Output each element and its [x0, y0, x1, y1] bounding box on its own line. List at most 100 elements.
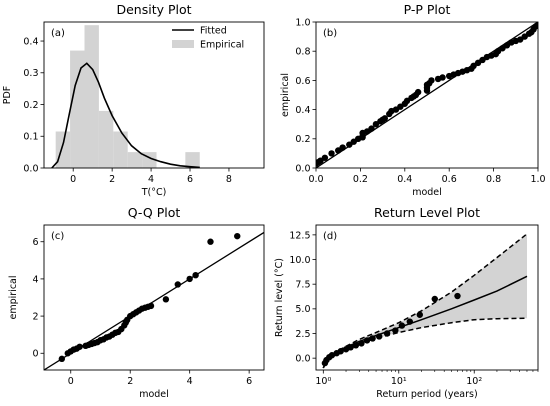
x-tick-label: 0.4 [397, 174, 412, 185]
x-tick-label: 0 [68, 376, 74, 387]
data-point [147, 302, 155, 310]
y-tick-label: 0.3 [23, 68, 38, 79]
data-point [454, 292, 461, 300]
axes-frame [43, 21, 265, 169]
x-tick-label: 10⁰ [315, 376, 331, 387]
y-axis-label: Return level (°C) [274, 258, 285, 337]
y-tick-label: 0.0 [295, 163, 310, 174]
axes-frame [315, 21, 539, 169]
x-tick-label: 0.0 [308, 174, 323, 185]
data-point [416, 311, 424, 318]
data-point [58, 355, 66, 363]
data-point [439, 74, 446, 81]
y-tick-label: 0.0 [23, 163, 38, 174]
x-axis-label: T(°C) [141, 187, 167, 198]
legend: Fitted Empirical [172, 26, 244, 51]
x-tick-label: 10² [466, 376, 482, 387]
histogram-bar [98, 110, 114, 168]
x-tick-label: 0.8 [486, 174, 501, 185]
x-tick-label: 2 [109, 174, 115, 185]
plot-area [44, 231, 264, 370]
x-tick-label: 10¹ [391, 376, 407, 387]
data-point [383, 330, 391, 337]
ci-upper-line [322, 233, 528, 369]
fitted-density-line [51, 62, 200, 168]
y-tick-label: 2 [32, 311, 38, 322]
data-point [337, 348, 344, 355]
x-axis-label: model [139, 389, 169, 400]
panel-d: 10⁰ 10¹ 10² 0.0 2.5 5.0 7.5 10.0 12.5 Return Leve… [274, 205, 539, 400]
data-point [234, 232, 241, 240]
data-point [428, 77, 435, 84]
plot-area [321, 233, 528, 369]
data-point [162, 296, 170, 303]
y-tick-label: 0.4 [295, 105, 310, 116]
y-tick-label: 0.0 [295, 354, 310, 365]
data-point [339, 144, 346, 151]
y-tick-label: 0.2 [295, 134, 310, 145]
data-point [76, 343, 83, 350]
plot-area [51, 25, 200, 168]
data-point [369, 335, 376, 342]
data-point [328, 150, 335, 157]
axes-frame [43, 224, 265, 371]
y-tick-label: 7.5 [295, 280, 310, 291]
plot-area [316, 22, 538, 168]
x-axis-label: model [412, 187, 442, 198]
histogram-bar [70, 50, 85, 168]
panel-label: (b) [323, 28, 337, 39]
x-tick-label: 0.2 [353, 174, 368, 185]
chart-title: P-P Plot [404, 2, 451, 17]
legend-label-fitted: Fitted [200, 26, 227, 37]
y-tick-label: 0.1 [23, 132, 38, 143]
y-tick-label: 4 [32, 274, 38, 285]
confidence-band [323, 233, 527, 368]
data-point [534, 22, 538, 29]
y-tick-label: 5.0 [295, 304, 310, 315]
x-tick-label: 1.0 [530, 174, 545, 185]
y-tick-label: 0 [32, 349, 38, 360]
histogram-bar [113, 131, 128, 168]
y-axis-label: empirical [280, 73, 291, 117]
panel-label: (d) [323, 231, 337, 242]
ci-lower-line [322, 317, 528, 369]
data-point [352, 342, 360, 349]
y-tick-label: 6 [32, 237, 38, 248]
y-tick-label: 1.0 [295, 17, 310, 28]
panel-a: Fitted Empirical 0 2 4 6 8 0.0 0.1 0.2 0.3 0.4 Densi… [2, 2, 265, 198]
data-point [363, 337, 371, 344]
data-point [406, 318, 413, 325]
histogram-bar [185, 152, 200, 168]
axes-frame [315, 224, 539, 371]
chart-title: Return Level Plot [374, 205, 480, 220]
data-point [381, 115, 389, 122]
x-tick-label: 0 [70, 174, 76, 185]
y-tick-label: 0.6 [295, 76, 310, 87]
y-axis-label: PDF [2, 86, 13, 105]
panel-label: (a) [51, 28, 65, 39]
y-tick-label: 12.5 [289, 230, 310, 241]
data-point [186, 275, 193, 283]
y-axis-label: empirical [8, 276, 19, 320]
data-point [392, 327, 399, 334]
x-tick-label: 8 [226, 174, 232, 185]
data-point [321, 154, 329, 161]
data-point [375, 333, 383, 340]
data-point [347, 344, 354, 351]
x-tick-label: 6 [246, 376, 252, 387]
legend-patch-swatch [172, 40, 194, 48]
panel-label: (c) [51, 231, 64, 242]
x-tick-label: 2 [127, 376, 133, 387]
data-point [358, 340, 365, 347]
x-tick-label: 6 [187, 174, 193, 185]
data-point [192, 271, 199, 279]
y-tick-label: 10.0 [289, 255, 310, 266]
x-tick-label: 0.6 [442, 174, 457, 185]
data-point [398, 322, 406, 329]
legend-label-empirical: Empirical [200, 40, 244, 51]
data-point [414, 88, 422, 96]
x-tick-label: 4 [187, 376, 193, 387]
data-point [174, 281, 181, 288]
y-tick-label: 0.4 [23, 36, 38, 47]
